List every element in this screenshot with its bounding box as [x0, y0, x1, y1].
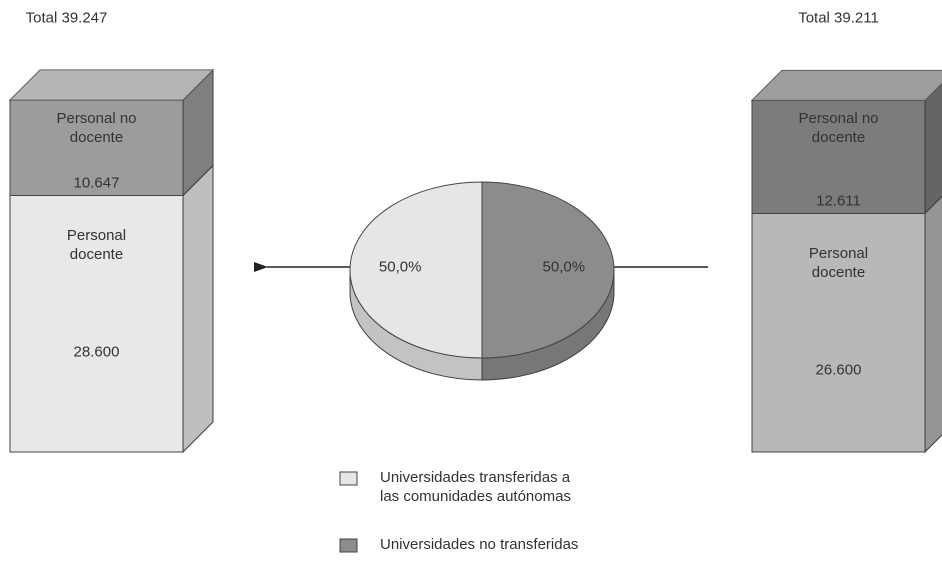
bar-title: Total 39.247	[25, 9, 108, 27]
pie-label: 50,0%	[542, 258, 586, 276]
legend-label: Universidades no transferidas	[380, 536, 579, 553]
pie-slice	[349, 181, 483, 359]
bar-top	[8, 69, 215, 101]
bar-side-shade	[183, 165, 213, 453]
bar-segment	[9, 99, 184, 196]
segment-value: 26.600	[815, 361, 862, 379]
segment-name: Personal no docente	[56, 110, 137, 146]
bar-title: Total 39.211	[798, 9, 879, 27]
legend-label: Universidades transferidas a las comunid…	[380, 469, 571, 505]
bar-top	[750, 69, 942, 101]
pie-slice	[481, 181, 615, 359]
bar-segment	[9, 194, 184, 453]
segment-value: 12.611	[816, 192, 861, 210]
bar-side-shade	[925, 196, 942, 452]
bar-segment	[751, 212, 926, 453]
segment-value: 28.600	[73, 343, 120, 361]
segment-name: Personal no docente	[798, 110, 879, 147]
bar-side-shade	[925, 83, 942, 214]
bar-top-shade	[752, 70, 942, 101]
pie-label: 50,0%	[378, 258, 422, 276]
pie-side-shade	[350, 270, 482, 380]
legend-swatch	[339, 471, 358, 486]
pie-side-shade	[482, 270, 614, 380]
bar-segment	[751, 99, 926, 214]
bar-side	[924, 82, 942, 215]
bar-top-shade	[10, 70, 213, 100]
segment-value: 10.647	[73, 174, 120, 192]
segment-name: Personal docente	[66, 227, 127, 264]
bar-side	[924, 195, 942, 454]
bar-side-shade	[183, 70, 213, 196]
legend-swatch	[339, 538, 358, 553]
segment-name: Personal docente	[808, 245, 869, 282]
